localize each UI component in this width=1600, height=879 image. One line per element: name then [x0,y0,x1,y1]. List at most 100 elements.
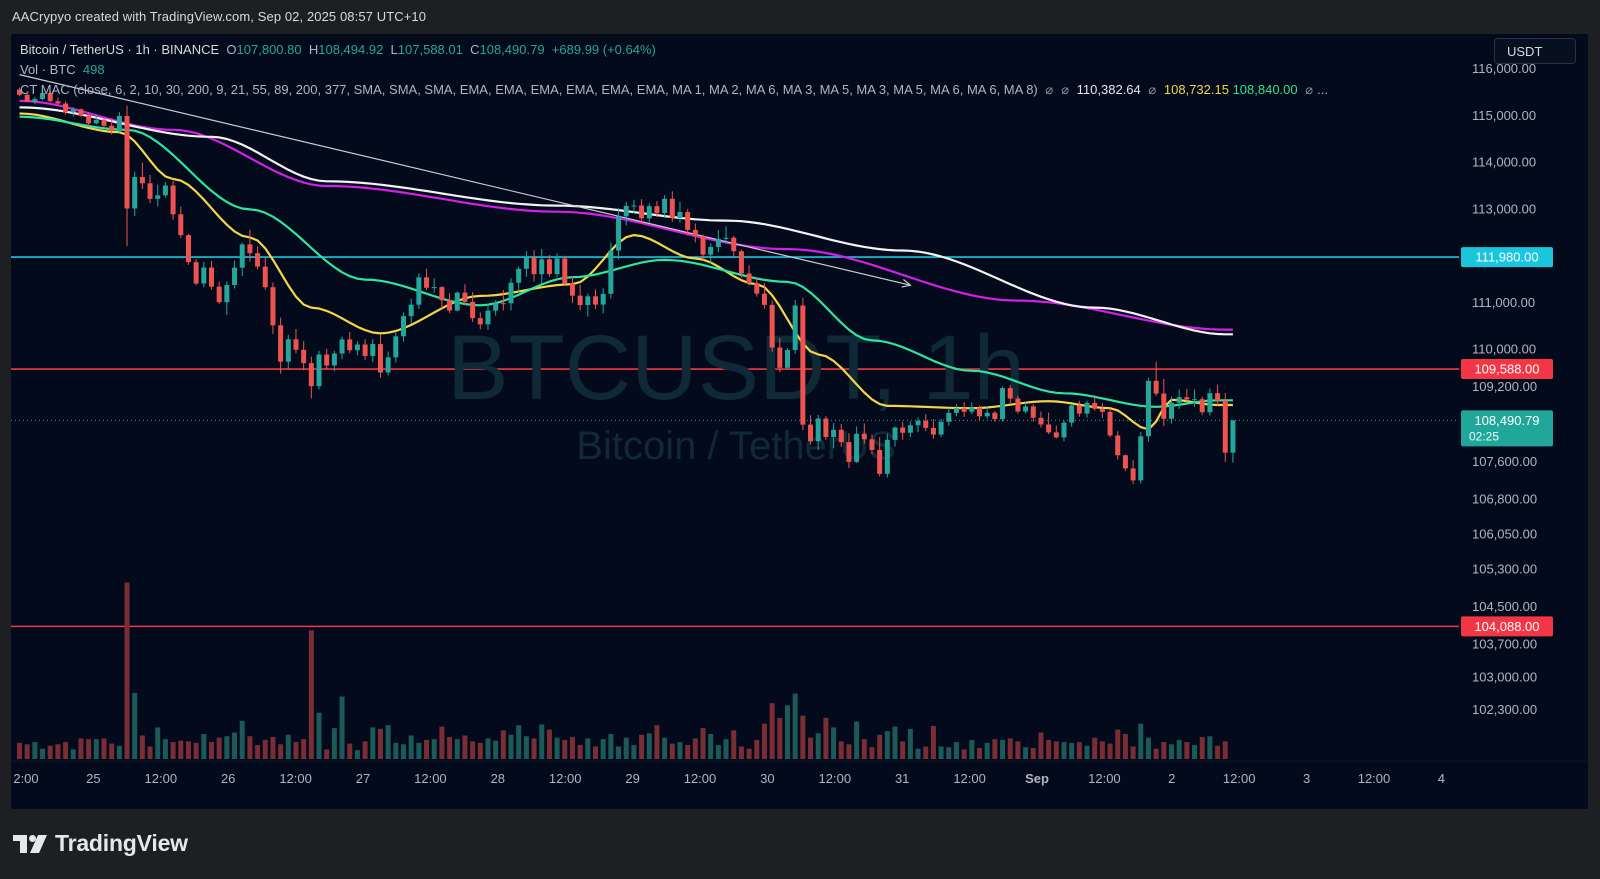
volume-bar [792,693,798,759]
candle-body [1099,408,1105,412]
volume-bar [285,734,291,759]
indicator-row[interactable]: CT MAC (close, 6, 2, 10, 30, 200, 9, 21,… [20,80,1328,100]
candle-body [1053,432,1059,438]
candle-body [216,286,222,303]
candle-body [577,295,583,306]
time-tick-label: 4 [1438,771,1445,786]
candle-body [139,176,145,184]
candle-body [692,229,698,237]
candle-down [1099,403,1105,418]
candle-down [124,105,130,247]
volume-bar [831,727,837,759]
time-tick-label: 12:00 [549,771,582,786]
candle-down [738,249,744,278]
high-value: 108,494.92 [318,42,384,57]
candle-body [1046,424,1052,433]
open-value: 107,800.80 [236,42,302,57]
candle-up [631,199,637,214]
price-tick-label: 106,050.00 [1472,527,1537,542]
volume-bar [354,750,360,759]
volume-bar [416,742,422,759]
time-tick-label: 12:00 [1358,771,1391,786]
candle-body [531,257,537,275]
candle-body [508,282,514,304]
candle-body [308,363,314,387]
candle-body [63,103,69,113]
candle-down [869,434,875,455]
candle-body [1107,411,1113,436]
candle-up [93,114,99,125]
volume-bar [1115,729,1121,759]
candle-down [1115,431,1121,460]
volume-bar [24,744,30,759]
volume-bar [977,747,982,759]
candle-body [155,195,161,199]
candle-body [754,283,760,294]
volume-bar [846,744,852,759]
currency-button[interactable]: USDT [1494,38,1576,64]
candle-down [293,329,299,354]
candle-body [953,408,959,413]
volume-bar [1038,732,1044,759]
candle-body [17,89,22,95]
candle-body [1061,422,1067,438]
price-tick-label: 113,000.00 [1472,201,1536,216]
candle-down [838,423,844,447]
volume-row[interactable]: Vol · BTC 498 [20,60,1328,80]
candle-down [63,101,69,115]
candle-body [1184,397,1190,400]
tradingview-mark-icon [13,834,47,853]
price-tag [1461,616,1553,637]
symbol-label[interactable]: Bitcoin / TetherUS · 1h · BINANCE [20,42,220,57]
candle-body [562,258,568,284]
trendline [19,74,912,288]
volume-bar [600,739,606,759]
candle-body [331,353,337,366]
candle-body [377,344,383,373]
volume-bar [500,730,506,759]
candle-body [761,293,767,305]
volume-bar [155,727,161,759]
time-tick-label: 29 [625,771,639,786]
candle-down [546,254,552,277]
candle-up [677,201,683,223]
chart-panel[interactable]: BTCUSDT, 1h Bitcoin / TetherUS 116,000.00… [11,34,1588,809]
candle-body [523,257,529,269]
price-tick-label: 102,300.00 [1472,702,1537,717]
volume-bar [877,734,883,759]
candle-down [569,276,575,303]
candle-body [792,305,798,351]
candle-up [132,171,138,217]
candle-body [846,442,852,462]
candle-body [301,349,307,364]
candle-body [262,266,268,288]
time-tick-label: 12:00 [279,771,312,786]
volume-bar [616,746,622,759]
candle-down [439,286,445,309]
candle-down [278,317,284,374]
candle-body [539,259,545,275]
candle-body [247,244,253,254]
volume-bar [992,739,998,759]
candle-body [516,268,522,283]
candle-up [116,112,122,133]
candle-body [738,251,744,274]
legend-ellipsis[interactable]: ... [1317,82,1328,97]
volume-bar [884,731,890,759]
candle-body [1145,380,1151,437]
candle-body [385,357,391,373]
candle-down [1015,396,1021,414]
candle-body [239,244,245,268]
candle-up [239,242,245,276]
candle-body [1023,406,1029,412]
candle-body [1169,402,1174,419]
volume-bar [239,720,245,759]
volume-bar [569,736,575,759]
volume-bar [1092,737,1098,759]
volume-value: 498 [82,62,105,77]
candle-down [685,209,691,236]
volume-bar [124,582,130,759]
candle-up [339,336,345,360]
empty-set-icon: ⌀ [1148,82,1157,97]
